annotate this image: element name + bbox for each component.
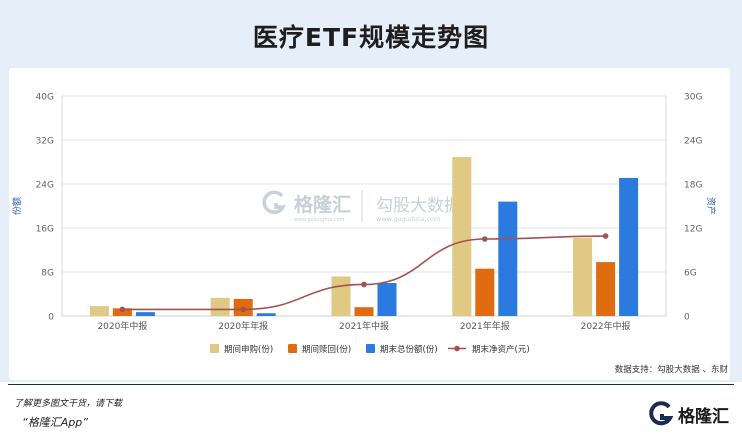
nav-point[interactable] [482,236,488,242]
footer-divider [8,384,734,385]
y-tick-label-right: 30G [684,93,702,103]
y-tick-label-left: 0 [48,313,54,323]
y-tick-label-right: 6G [684,269,697,279]
bar-3[interactable] [498,201,518,316]
y-axis-label-left: 份额 [11,197,23,215]
x-tick-label: 2020年年报 [218,320,268,332]
y-tick-label-left: 40G [36,93,54,103]
x-tick-label: 2021年年报 [460,320,510,332]
bar-1[interactable] [210,297,230,316]
footer-brand: 格隆汇 [648,400,729,428]
legend-label-1[interactable]: 期间申购(份) [224,344,273,355]
y-tick-label-left: 32G [36,137,54,147]
watermark-brand-url: www.gelonghui.com [294,217,345,223]
y-tick-label-right: 0 [684,313,690,323]
brand-logo-icon [649,401,674,426]
page-title: 医疗ETF规模走势图 [252,23,490,52]
bar-3[interactable] [256,313,276,316]
watermark-partner-url: www.gogudata.com [376,215,440,223]
legend-label-2[interactable]: 期间赎回(份) [302,344,351,355]
bar-1[interactable] [89,306,109,316]
legend-label-4[interactable]: 期末净资产(元) [472,344,530,355]
nav-point[interactable] [119,306,126,313]
bar-2[interactable] [354,307,374,316]
y-tick-label-left: 16G [36,225,54,235]
bar-3[interactable] [135,312,155,316]
bar-1[interactable] [452,157,472,316]
nav-point[interactable] [361,281,367,288]
y-tick-label-right: 12G [684,225,702,235]
download-promo-text: 了解更多图文干货，请下载 [14,399,123,409]
bar-3[interactable] [619,177,639,316]
watermark-brand: 格隆汇 [294,193,351,216]
bar-1[interactable] [573,237,593,316]
legend-swatch-1[interactable] [210,344,219,353]
x-tick-label: 2022年中报 [581,320,631,332]
legend-swatch-3[interactable] [366,344,375,353]
bar-3[interactable] [377,283,397,316]
watermark-partner: 勾股大数据 [376,196,461,216]
y-tick-label-left: 8G [41,269,54,279]
nav-point[interactable] [602,233,609,239]
x-tick-label: 2021年中报 [339,320,389,332]
bar-2[interactable] [475,268,495,316]
nav-line[interactable] [122,235,606,311]
y-tick-label-left: 24G [36,181,54,191]
legend-label-3[interactable]: 期末总份额(份) [380,344,438,355]
source-note: 数据支持：勾股大数据 、东财 [615,364,729,375]
bar-1[interactable] [331,276,351,316]
nav-point[interactable] [240,306,246,313]
chart-card [9,68,730,380]
x-tick-label: 2020年中报 [97,320,147,332]
footer-brand-text: 格隆汇 [678,406,729,427]
bar-2[interactable] [596,262,616,316]
app-name-text[interactable]: “格隆汇App” [22,416,88,429]
legend-swatch-point[interactable] [454,345,460,352]
y-axis-label-right: 资产 [705,197,717,215]
y-tick-label-right: 18G [684,181,702,191]
legend-swatch-2[interactable] [288,344,297,353]
y-tick-label-right: 24G [684,137,702,147]
watermark-logo-icon [262,190,286,214]
